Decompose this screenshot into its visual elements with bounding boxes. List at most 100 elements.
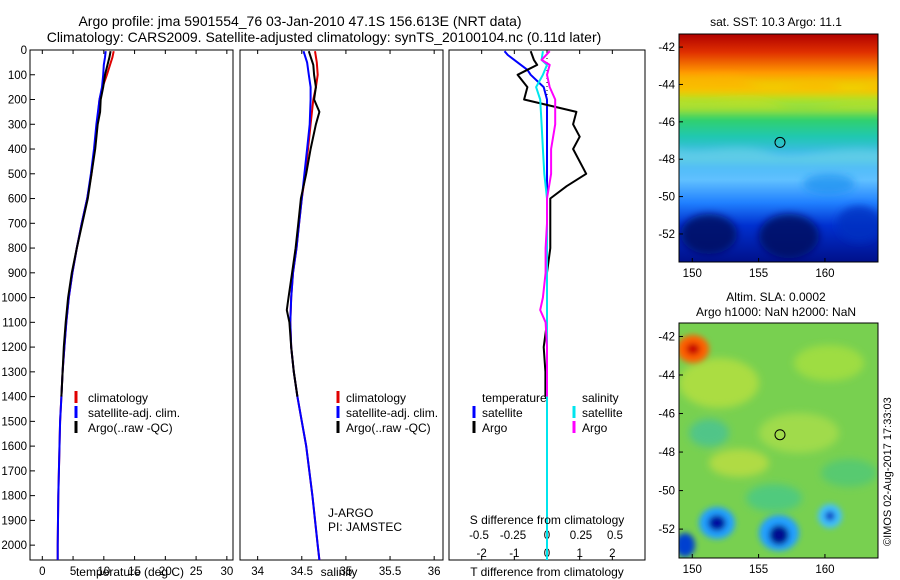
temperature-axes-frame xyxy=(29,49,234,561)
legend-text-temp-satellite: satellite xyxy=(482,406,523,420)
legend-text-climatology: climatology xyxy=(346,391,406,405)
salinity-series xyxy=(285,50,321,561)
s-tick-label: 0.5 xyxy=(607,530,623,542)
depth-tick-label: 200 xyxy=(8,95,27,107)
legend-text-argo: Argo(..raw -QC) xyxy=(346,421,431,435)
sla-y-ticks: -42 -44 -46 -48 -50 -52 xyxy=(658,331,683,536)
depth-tick-label: 1400 xyxy=(1,392,27,404)
sla-map-title-line1: Altim. SLA: 0.0002 xyxy=(726,290,826,304)
depth-tick-label: 400 xyxy=(8,144,27,156)
x-tick-label: 2 xyxy=(609,548,615,560)
x-tick-label: 35 xyxy=(340,566,353,578)
depth-tick-label: 700 xyxy=(8,218,27,230)
float-program-label: J-ARGO xyxy=(328,506,373,520)
sst-map-title: sat. SST: 10.3 Argo: 11.1 xyxy=(710,15,842,29)
depth-tick-label: 1000 xyxy=(1,293,27,305)
salinity-x-ticks: 34 34.5 35 35.5 36 xyxy=(251,50,441,578)
x-tick-label: 20 xyxy=(159,566,172,578)
x-tick-label: 30 xyxy=(220,566,233,578)
depth-tick-label: 0 xyxy=(21,45,27,57)
map-y-tick-label: -44 xyxy=(658,370,675,382)
legend-text-sal-argo: Argo xyxy=(582,421,608,435)
depth-tick-label: 500 xyxy=(8,169,27,181)
depth-tick-label: 1100 xyxy=(2,317,27,329)
map-y-tick-label: -46 xyxy=(658,117,675,129)
map-x-tick-label: 155 xyxy=(749,268,768,280)
map-y-tick-label: -50 xyxy=(658,192,675,204)
salinity-xlabel: salinity xyxy=(321,565,358,579)
temperature-x-ticks: 0 5 10 15 20 25 30 xyxy=(39,50,233,578)
legend-sal-title: salinity xyxy=(582,391,619,405)
difference-xlabel-top: S difference from climatology xyxy=(470,513,625,527)
depth-tick-label: 1200 xyxy=(1,342,27,354)
depth-tick-label: 1600 xyxy=(1,441,27,453)
depth-tick-label: 100 xyxy=(8,70,27,82)
depth-tick-label: 1700 xyxy=(1,466,27,478)
x-tick-label: 34 xyxy=(251,566,264,578)
argo-location-marker xyxy=(774,429,786,441)
depth-tick-label: 1500 xyxy=(1,416,27,428)
legend-text-argo: Argo(..raw -QC) xyxy=(88,421,173,435)
sst-y-ticks: -42 -44 -46 -48 -50 -52 xyxy=(658,42,683,241)
x-tick-label: 34.5 xyxy=(291,566,313,578)
map-x-tick-label: 150 xyxy=(683,268,702,280)
temperature-xlabel: temperature (deg C) xyxy=(76,565,184,579)
legend-text-climatology: climatology xyxy=(88,391,148,405)
x-tick-label: -1 xyxy=(509,548,519,560)
map-x-tick-label: 160 xyxy=(815,268,834,280)
argo-location-marker xyxy=(774,136,786,148)
sla-map-frame xyxy=(678,322,879,559)
x-tick-label: 1 xyxy=(576,548,582,560)
map-y-tick-label: -46 xyxy=(658,409,675,421)
sla-x-ticks: 150 155 160 xyxy=(683,554,835,576)
x-tick-label: 25 xyxy=(190,566,203,578)
s-tick-label: -0.5 xyxy=(469,530,489,542)
depth-tick-label: 1800 xyxy=(1,491,27,503)
sst-map-frame xyxy=(678,33,879,263)
map-y-tick-label: -42 xyxy=(658,331,675,343)
depth-tick-label: 600 xyxy=(8,194,27,206)
sla-map-title-line2: Argo h1000: NaN h2000: NaN xyxy=(696,305,856,319)
sla-eddies xyxy=(679,335,842,557)
depth-tick-label: 1900 xyxy=(1,515,27,527)
sst-map: sat. SST: 10.3 Argo: 11.1 -42 -44 -46 -48 -5… xyxy=(658,15,879,280)
depth-tick-label: 2000 xyxy=(1,540,27,552)
map-y-tick-label: -48 xyxy=(658,447,675,459)
map-y-tick-label: -52 xyxy=(658,229,675,241)
x-tick-label: 0 xyxy=(39,566,45,578)
figure-title-line2: Climatology: CARS2009. Satellite-adjuste… xyxy=(47,29,602,45)
salinity-axes-frame xyxy=(239,49,444,561)
map-y-tick-label: -50 xyxy=(658,486,675,498)
map-y-tick-label: -42 xyxy=(658,42,675,54)
figure-title-line1: Argo profile: jma 5901554_76 03-Jan-2010… xyxy=(78,13,521,29)
salinity-legend: climatology satellite-adj. clim. Argo(..… xyxy=(336,391,438,435)
temperature-legend: climatology satellite-adj. clim. Argo(..… xyxy=(74,391,180,435)
map-x-tick-label: 155 xyxy=(749,564,768,576)
depth-tick-label: 300 xyxy=(8,119,27,131)
difference-series xyxy=(503,50,588,560)
difference-legend: temperature satellite Argo salinity sate… xyxy=(472,391,623,435)
map-y-tick-label: -52 xyxy=(658,524,675,536)
legend-temp-title: temperature xyxy=(482,391,547,405)
x-tick-label: 35.5 xyxy=(379,566,401,578)
x-tick-label: -2 xyxy=(477,548,487,560)
temperature-series xyxy=(56,50,115,560)
x-tick-label: 5 xyxy=(70,566,76,578)
sst-x-ticks: 150 155 160 xyxy=(683,258,835,280)
sla-structure xyxy=(679,345,877,512)
sst-map-image xyxy=(679,34,878,262)
legend-text-satellite: satellite-adj. clim. xyxy=(88,406,180,420)
sst-structure xyxy=(679,76,878,258)
temperature-panel: 0100200300400500600700800900100011001200… xyxy=(1,45,645,579)
series-line-argo-raw-qc- xyxy=(60,51,112,397)
sla-map-image xyxy=(679,323,878,558)
legend-text-satellite: satellite-adj. clim. xyxy=(346,406,438,420)
series-line-salinity-argo xyxy=(539,50,557,397)
legend-text-temp-argo: Argo xyxy=(482,421,508,435)
map-y-tick-label: -48 xyxy=(658,154,675,166)
difference-xlabel: T difference from climatology xyxy=(470,565,624,579)
x-tick-label: 10 xyxy=(97,566,110,578)
s-tick-label: 0.25 xyxy=(570,530,592,542)
depth-tick-label: 800 xyxy=(8,243,27,255)
